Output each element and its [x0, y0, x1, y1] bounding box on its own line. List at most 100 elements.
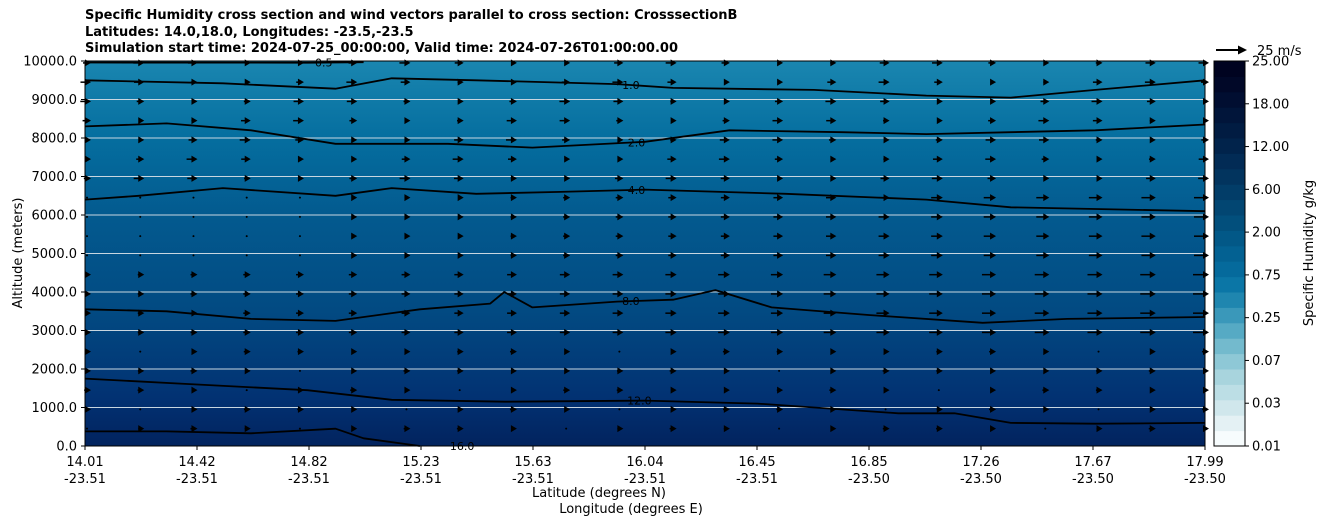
wind-vector-head	[936, 367, 943, 375]
y-tick-label: 3000.0	[32, 324, 78, 339]
wind-vector-head	[1096, 328, 1103, 336]
colorbar-swatch	[1214, 292, 1245, 308]
wind-vector-dot	[298, 235, 301, 238]
wind-vector-head	[1149, 386, 1156, 394]
wind-vector-head	[670, 117, 677, 125]
wind-vector-head	[457, 117, 464, 125]
wind-vector-head	[1149, 328, 1156, 336]
wind-vector-head	[244, 405, 251, 413]
wind-vector-dot	[245, 235, 248, 238]
contour-label: 12.0	[627, 395, 652, 408]
wind-vector-head	[1043, 367, 1050, 375]
contour-line	[84, 61, 364, 64]
y-tick-label: 0.0	[56, 440, 77, 455]
colorbar-swatch	[1214, 122, 1245, 139]
wind-vector-head	[138, 328, 145, 336]
wind-vector-head	[936, 328, 943, 336]
colorbar-swatch	[1214, 353, 1245, 370]
wind-vector-head	[936, 348, 943, 356]
wind-vector-head	[936, 309, 943, 317]
wind-vector-head	[777, 174, 784, 182]
wind-vector-head	[138, 386, 145, 394]
x-tick-label-lat: 16.85	[850, 455, 887, 470]
wind-vector-head	[457, 309, 464, 317]
contour-line	[84, 187, 1206, 213]
wind-vector-dot	[245, 254, 248, 257]
colorbar-tick-label: 25.00	[1252, 55, 1289, 70]
wind-vector-head	[830, 251, 837, 259]
wind-vector-head	[404, 271, 411, 279]
wind-vector-head	[1149, 425, 1156, 433]
wind-vector-head	[564, 117, 571, 125]
wind-vector-head	[990, 136, 997, 144]
wind-vector-head	[138, 290, 145, 298]
wind-vector-head	[351, 155, 358, 163]
wind-vector-head	[510, 348, 517, 356]
wind-vector-head	[85, 117, 91, 125]
wind-vector-head	[564, 328, 571, 336]
colorbar-swatch	[1214, 184, 1245, 201]
colorbar-swatch	[1214, 91, 1245, 108]
wind-vector-head	[138, 174, 145, 182]
wind-vector-head	[564, 194, 571, 202]
wind-vector-head	[244, 117, 251, 125]
wind-vector-head	[777, 213, 784, 221]
wind-vector-head	[351, 213, 358, 221]
wind-vector-head	[670, 271, 677, 279]
wind-vector-dot	[405, 408, 408, 411]
colorbar-tick-label: 0.25	[1252, 311, 1281, 326]
wind-vector-head	[191, 405, 198, 413]
wind-vector-head	[990, 97, 997, 105]
wind-vector-head	[457, 232, 464, 240]
wind-vector-head	[404, 97, 411, 105]
x-tick-label-lat: 17.99	[1186, 455, 1223, 470]
chart-title-line-3: Simulation start time: 2024-07-25_00:00:…	[85, 41, 678, 56]
contour-line	[84, 77, 1206, 99]
colorbar-swatch	[1214, 276, 1245, 293]
wind-vector-head	[510, 251, 517, 259]
wind-vector-dot	[298, 215, 301, 218]
colorbar-swatch	[1214, 76, 1245, 93]
wind-vector-head	[85, 174, 91, 182]
wind-vector-head	[990, 251, 997, 259]
wind-vector-head	[723, 174, 730, 182]
wind-vector-head	[1203, 290, 1209, 298]
wind-vector-dot	[139, 215, 142, 218]
colorbar-swatch	[1214, 215, 1245, 231]
wind-vector-head	[1149, 136, 1156, 144]
x-tick-label-lon: -23.50	[1184, 472, 1226, 487]
wind-vector-head	[351, 271, 358, 279]
wind-vector-head	[404, 425, 411, 433]
x-tick-label-lat: 16.04	[626, 455, 663, 470]
wind-vector-head	[1203, 251, 1209, 259]
chart-title-line-1: Specific Humidity cross section and wind…	[85, 8, 738, 23]
wind-vector-dot	[565, 427, 568, 430]
wind-vector-head	[351, 348, 358, 356]
wind-vector-head	[723, 367, 730, 375]
wind-vector-head	[883, 155, 890, 163]
wind-vector-head	[1096, 117, 1103, 125]
wind-vector-head	[723, 136, 730, 144]
colorbar-swatch	[1214, 107, 1245, 124]
wind-vector-head	[1149, 367, 1156, 375]
wind-vector-head	[138, 117, 145, 125]
wind-vector-dot	[139, 408, 142, 411]
wind-vector-head	[936, 97, 943, 105]
wind-vector-dot	[298, 427, 301, 430]
y-tick-label: 7000.0	[32, 170, 78, 185]
wind-vector-head	[883, 425, 890, 433]
wind-vector-head	[883, 271, 890, 279]
wind-vector-head	[1043, 97, 1050, 105]
wind-vector-head	[617, 117, 624, 125]
wind-vector-head	[723, 155, 730, 163]
wind-vector-head	[830, 328, 837, 336]
wind-vector-head	[510, 232, 517, 240]
wind-vector-head	[1203, 194, 1209, 202]
wind-vector-head	[777, 97, 784, 105]
wind-vector-head	[351, 97, 358, 105]
wind-vector-head	[510, 425, 517, 433]
vector-key: 25 m/s	[1216, 44, 1302, 59]
wind-vector-head	[85, 271, 91, 279]
contour-line	[85, 427, 421, 447]
wind-vector-head	[1096, 386, 1103, 394]
